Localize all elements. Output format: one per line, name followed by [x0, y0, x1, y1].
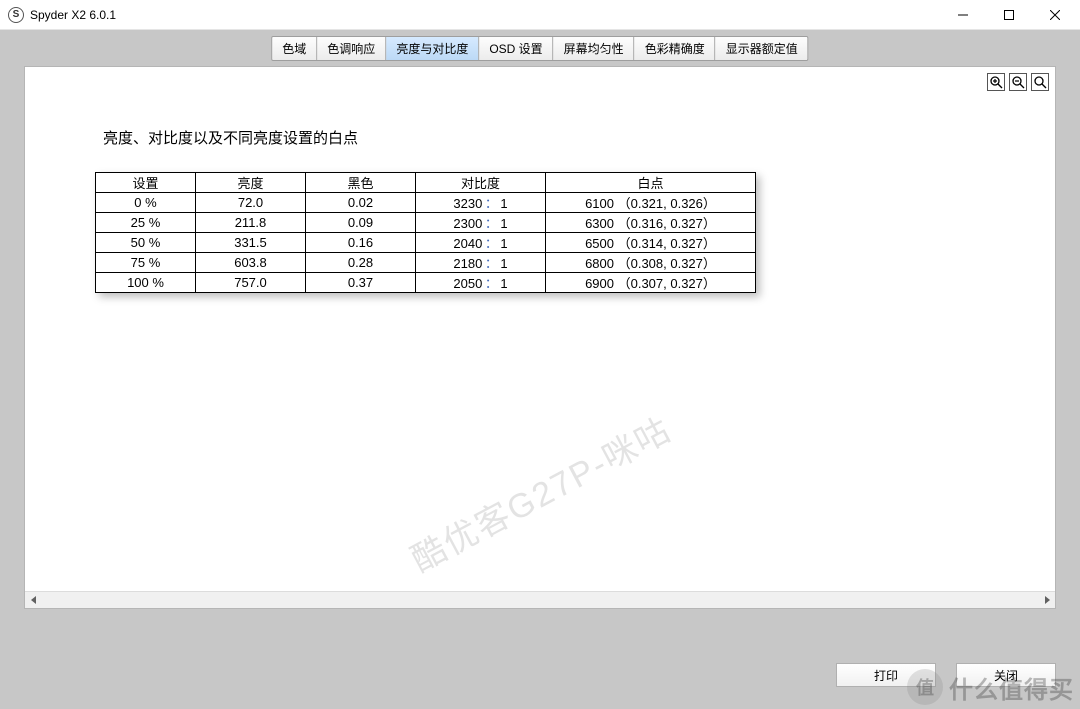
table-cell: 75 %: [96, 253, 196, 273]
table-cell: 72.0: [196, 193, 306, 213]
tab-bar: 色域色调响应亮度与对比度OSD 设置屏幕均匀性色彩精确度显示器额定值: [271, 36, 808, 61]
brightness-contrast-table: 设置亮度黑色对比度白点0 %72.00.023230：16100 （0.321,…: [95, 172, 756, 293]
table-row: 25 %211.80.092300：16300 （0.316, 0.327）: [96, 213, 756, 233]
table-cell: 2050：1: [416, 273, 546, 293]
zoom-in-icon[interactable]: [987, 73, 1005, 91]
table-cell: 3230：1: [416, 193, 546, 213]
table-cell: 2040：1: [416, 233, 546, 253]
tab-1[interactable]: 色调响应: [317, 37, 386, 60]
zoom-out-icon[interactable]: [1009, 73, 1027, 91]
col-header: 对比度: [416, 173, 546, 193]
zoom-toolbar: [987, 73, 1049, 91]
report-page: 亮度、对比度以及不同亮度设置的白点 设置亮度黑色对比度白点0 %72.00.02…: [24, 66, 1056, 609]
tab-6[interactable]: 显示器额定值: [716, 37, 808, 60]
report-title: 亮度、对比度以及不同亮度设置的白点: [103, 127, 985, 148]
client-area: 色域色调响应亮度与对比度OSD 设置屏幕均匀性色彩精确度显示器额定值 亮度、对比…: [0, 30, 1080, 709]
table-cell: 6100 （0.321, 0.326）: [546, 193, 756, 213]
table-cell: 0.02: [306, 193, 416, 213]
scroll-right-icon[interactable]: [1038, 592, 1055, 608]
table-cell: 0 %: [96, 193, 196, 213]
table-cell: 6300 （0.316, 0.327）: [546, 213, 756, 233]
col-header: 黑色: [306, 173, 416, 193]
table-cell: 6900 （0.307, 0.327）: [546, 273, 756, 293]
tab-2[interactable]: 亮度与对比度: [386, 37, 479, 60]
report-body: 亮度、对比度以及不同亮度设置的白点 设置亮度黑色对比度白点0 %72.00.02…: [25, 97, 1055, 590]
table-cell: 6800 （0.308, 0.327）: [546, 253, 756, 273]
close-button[interactable]: 关闭: [956, 663, 1056, 687]
table-cell: 0.09: [306, 213, 416, 233]
title-bar: S Spyder X2 6.0.1: [0, 0, 1080, 30]
window-close-button[interactable]: [1032, 0, 1078, 30]
table-cell: 0.37: [306, 273, 416, 293]
col-header: 亮度: [196, 173, 306, 193]
tab-3[interactable]: OSD 设置: [479, 37, 553, 60]
window-minimize-button[interactable]: [940, 0, 986, 30]
table-cell: 50 %: [96, 233, 196, 253]
tab-4[interactable]: 屏幕均匀性: [554, 37, 635, 60]
table-row: 0 %72.00.023230：16100 （0.321, 0.326）: [96, 193, 756, 213]
table-cell: 6500 （0.314, 0.327）: [546, 233, 756, 253]
scroll-left-icon[interactable]: [25, 592, 42, 608]
tab-5[interactable]: 色彩精确度: [635, 37, 716, 60]
zoom-reset-icon[interactable]: [1031, 73, 1049, 91]
window-maximize-button[interactable]: [986, 0, 1032, 30]
footer-buttons: 打印 关闭: [836, 663, 1056, 687]
table-cell: 603.8: [196, 253, 306, 273]
table-cell: 757.0: [196, 273, 306, 293]
window-title: Spyder X2 6.0.1: [30, 8, 116, 22]
horizontal-scrollbar[interactable]: [25, 591, 1055, 608]
app-icon: S: [8, 7, 24, 23]
table-row: 50 %331.50.162040：16500 （0.314, 0.327）: [96, 233, 756, 253]
col-header: 设置: [96, 173, 196, 193]
table-cell: 0.16: [306, 233, 416, 253]
table-cell: 331.5: [196, 233, 306, 253]
tab-0[interactable]: 色域: [272, 37, 317, 60]
table-cell: 100 %: [96, 273, 196, 293]
table-row: 100 %757.00.372050：16900 （0.307, 0.327）: [96, 273, 756, 293]
table-cell: 2180：1: [416, 253, 546, 273]
table-cell: 0.28: [306, 253, 416, 273]
table-cell: 211.8: [196, 213, 306, 233]
table-cell: 25 %: [96, 213, 196, 233]
print-button[interactable]: 打印: [836, 663, 936, 687]
col-header: 白点: [546, 173, 756, 193]
table-cell: 2300：1: [416, 213, 546, 233]
table-row: 75 %603.80.282180：16800 （0.308, 0.327）: [96, 253, 756, 273]
